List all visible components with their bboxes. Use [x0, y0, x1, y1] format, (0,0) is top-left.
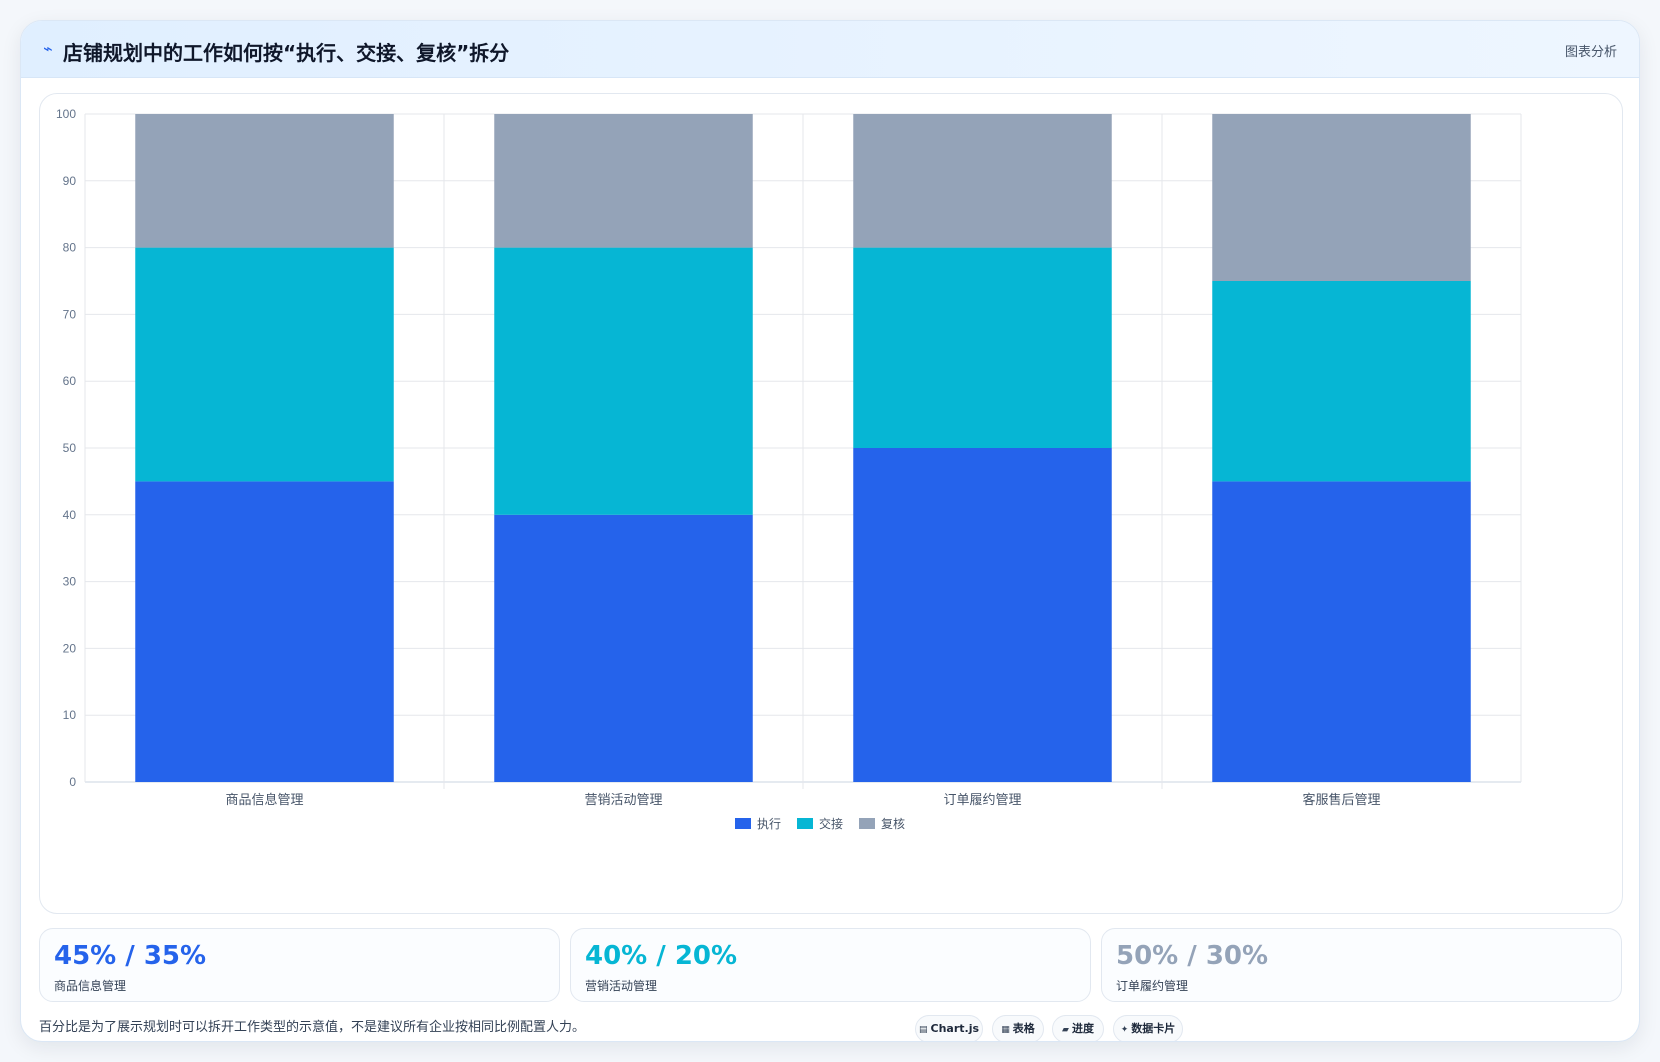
card-title: 店铺规划中的工作如何按“执行、交接、复核”拆分: [63, 41, 510, 65]
stat-value: 50% / 30%: [1116, 941, 1269, 971]
footnote: 百分比是为了展示规划时可以拆开工作类型的示意值，不是建议所有企业按相同比例配置人…: [39, 1020, 586, 1035]
stat-card-3: 50% / 30% 订单履约管理: [1101, 928, 1622, 1002]
stat-card-1: 45% / 35% 商品信息管理: [39, 928, 560, 1002]
legend-label: 执行: [757, 817, 781, 831]
sparkle-icon: ✦: [1120, 1025, 1129, 1035]
chart-line-icon: ⌁: [43, 39, 53, 58]
bar-segment: [853, 247, 1112, 448]
stat-card-2: 40% / 20% 营销活动管理: [570, 928, 1091, 1002]
bar-segment: [135, 114, 394, 248]
legend-swatch: [735, 818, 751, 829]
y-tick-label: 50: [63, 441, 77, 455]
y-tick-label: 20: [63, 641, 77, 655]
x-tick-label: 订单履约管理: [943, 792, 1021, 807]
bar-segment: [135, 481, 394, 782]
chart-analysis-label: 图表分析: [1564, 45, 1617, 60]
bar-segment: [853, 448, 1112, 782]
legend-label: 交接: [819, 816, 843, 831]
stat-value: 40% / 20%: [585, 941, 738, 971]
tag-label: 数据卡片: [1131, 1022, 1176, 1035]
chart-icon: ▤: [918, 1025, 928, 1035]
bar-segment: [1212, 281, 1471, 482]
bar-segment: [1212, 114, 1471, 281]
x-tick-label: 客服售后管理: [1302, 792, 1380, 807]
bar-segment: [494, 114, 753, 248]
stacked-bar-chart: 0 10 20 30 40 50 60 70 80 90 100 商品信息管理 营销活动管理 订单履约管理…: [56, 107, 1522, 831]
legend-swatch: [797, 818, 813, 829]
tag-chartjs[interactable]: ▤ Chart.js: [915, 1015, 983, 1041]
tag-label: 表格: [1012, 1022, 1035, 1035]
bar-segment: [1212, 481, 1471, 782]
stat-label: 营销活动管理: [585, 979, 658, 993]
legend-label: 复核: [881, 817, 905, 831]
tag-label: 进度: [1071, 1022, 1094, 1035]
y-tick-label: 70: [63, 307, 77, 321]
tag-progress[interactable]: ▰ 进度: [1052, 1015, 1104, 1041]
tag-table[interactable]: ▦ 表格: [992, 1015, 1044, 1041]
y-tick-label: 60: [63, 374, 77, 388]
bar-segment: [494, 514, 753, 782]
stat-label: 订单履约管理: [1116, 979, 1189, 993]
table-icon: ▦: [1001, 1025, 1010, 1035]
chart-card: ⌁ 店铺规划中的工作如何按“执行、交接、复核”拆分 图表分析 0 10 20 30 40…: [20, 20, 1640, 1042]
y-tick-label: 0: [69, 775, 76, 789]
legend-swatch: [859, 818, 875, 829]
x-tick-label: 商品信息管理: [225, 792, 303, 807]
y-tick-label: 10: [63, 708, 77, 722]
progress-icon: ▰: [1062, 1025, 1069, 1035]
bar-segment: [494, 247, 753, 515]
x-tick-label: 营销活动管理: [584, 792, 662, 807]
tag-label: Chart.js: [930, 1022, 980, 1035]
y-tick-label: 40: [63, 508, 77, 522]
y-tick-label: 90: [63, 174, 77, 188]
card-header: ⌁ 店铺规划中的工作如何按“执行、交接、复核”拆分 图表分析: [21, 21, 1639, 78]
bar-segment: [135, 247, 394, 482]
stat-label: 商品信息管理: [54, 979, 127, 993]
bar-segment: [853, 114, 1112, 248]
y-tick-label: 100: [56, 107, 76, 121]
tag-data-card[interactable]: ✦ 数据卡片: [1113, 1015, 1183, 1041]
y-tick-label: 30: [63, 575, 77, 589]
stat-value: 45% / 35%: [54, 941, 207, 971]
y-tick-label: 80: [63, 241, 77, 255]
chart-area: 0 10 20 30 40 50 60 70 80 90 100 商品信息管理 营销活动管理 订单履约管理…: [39, 93, 1623, 914]
